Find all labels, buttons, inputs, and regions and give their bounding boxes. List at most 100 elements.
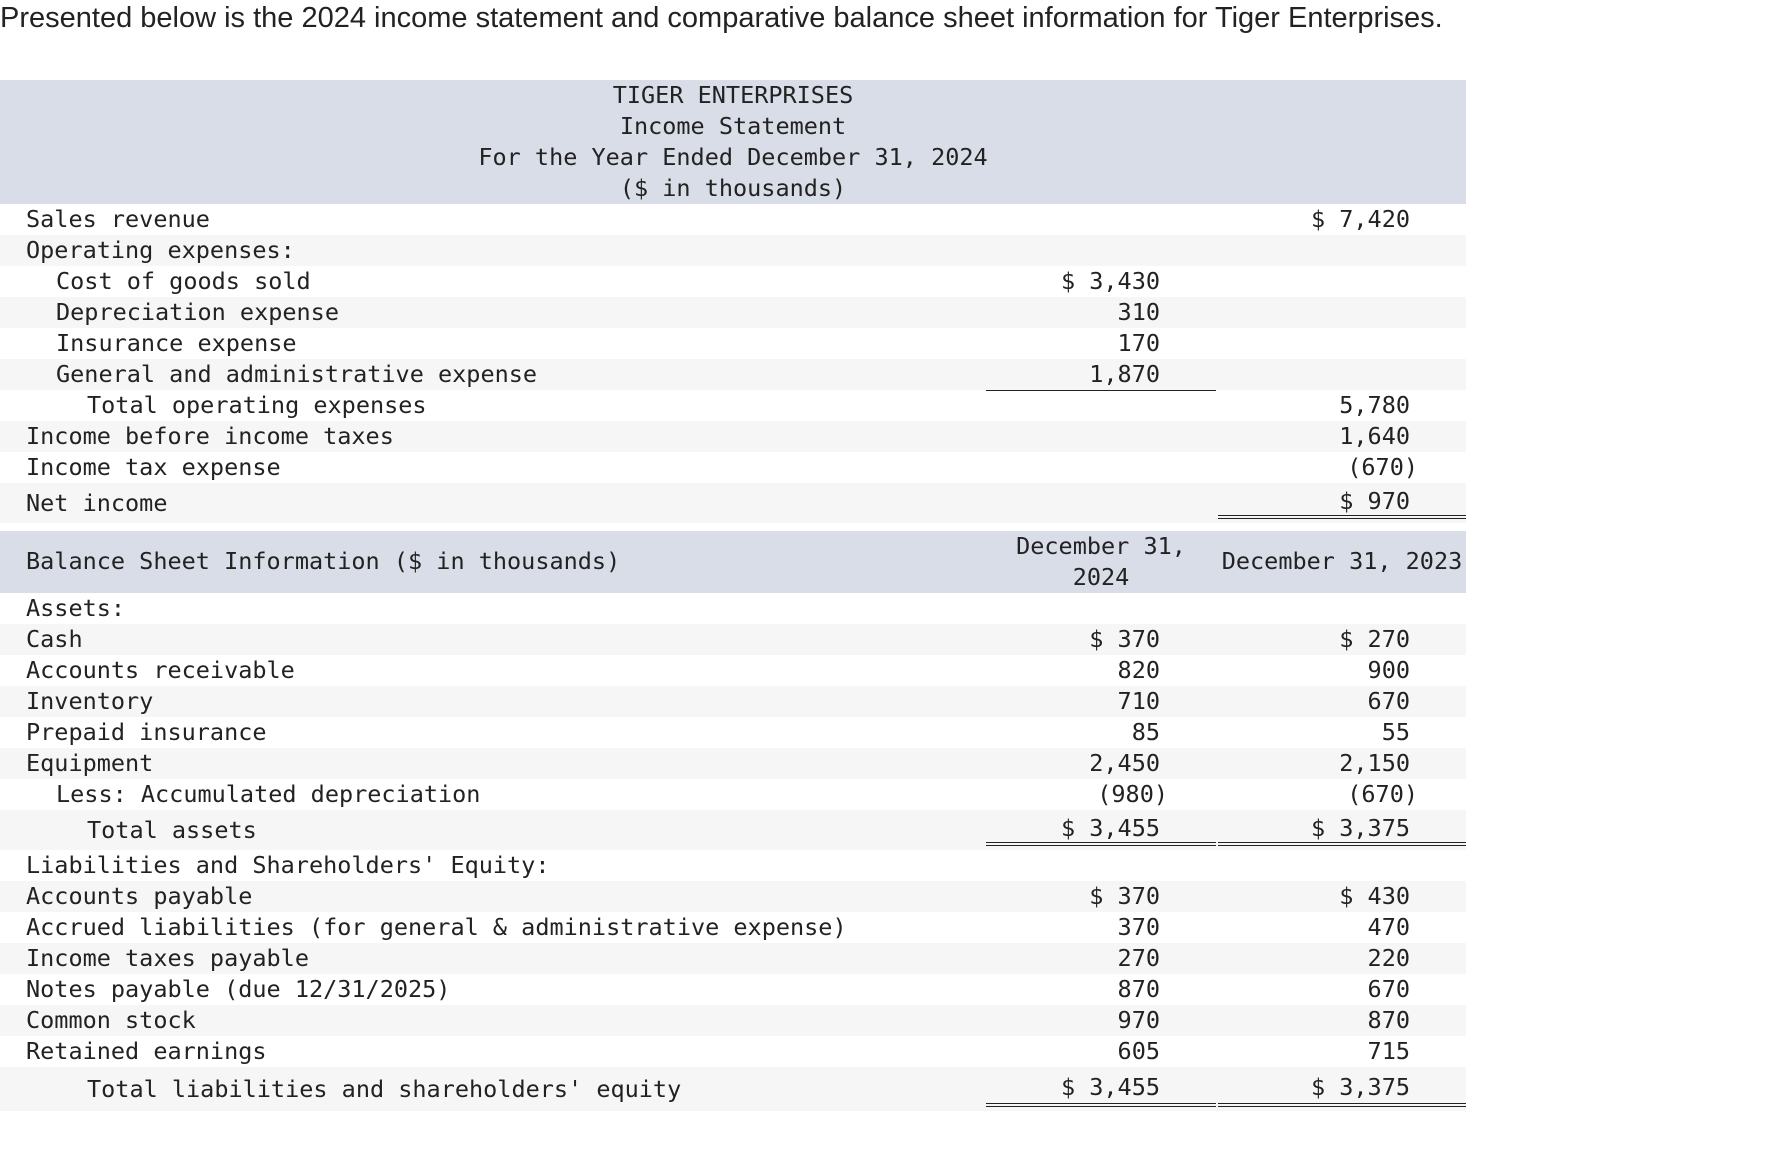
financial-statement: TIGER ENTERPRISES Income Statement For t… bbox=[0, 80, 1466, 1111]
value-2023: $ 270 bbox=[1339, 625, 1410, 653]
column-header-2023: December 31, 2023 bbox=[1221, 547, 1463, 575]
value-2023: 715 bbox=[1218, 1036, 1466, 1068]
row-value-total: $ 7,420 bbox=[1310, 205, 1410, 233]
row-label: Cash bbox=[26, 625, 83, 653]
is-row-net-income: Net income $ 970 bbox=[0, 483, 1466, 523]
is-row-general-admin: General and administrative expense 1,870 bbox=[0, 359, 1466, 391]
row-value-total: $ 970 bbox=[1218, 483, 1466, 519]
column-header-2024-line2: 2024 bbox=[1072, 563, 1130, 591]
row-label: Inventory bbox=[26, 687, 154, 715]
row-value-total: 1,640 bbox=[1339, 422, 1410, 450]
value-2023: $ 3,375 bbox=[1218, 810, 1466, 846]
bs-row-liabilities-heading: Liabilities and Shareholders' Equity: bbox=[0, 850, 1466, 881]
is-row-income-before-tax: Income before income taxes 1,640 bbox=[0, 421, 1466, 452]
bs-row-assets-heading: Assets: bbox=[0, 593, 1466, 624]
is-row-depreciation: Depreciation expense 310 bbox=[0, 297, 1466, 328]
row-label: Total operating expenses bbox=[87, 391, 427, 419]
bs-row-cash: Cash $ 370 $ 270 bbox=[0, 624, 1466, 655]
value-2024: 605 bbox=[986, 1036, 1216, 1068]
value-2024: 2,450 bbox=[1089, 749, 1160, 777]
bs-row-total-assets: Total assets $ 3,455 $ 3,375 bbox=[0, 810, 1466, 850]
row-label: Accounts receivable bbox=[26, 656, 295, 684]
value-2024: 85 bbox=[1131, 718, 1160, 746]
value-2023: 670 bbox=[1367, 975, 1410, 1003]
value-2023: 470 bbox=[1367, 913, 1410, 941]
value-2024: $ 370 bbox=[1089, 625, 1160, 653]
bs-row-inventory: Inventory 710 670 bbox=[0, 686, 1466, 717]
row-label: Prepaid insurance bbox=[26, 718, 267, 746]
bs-row-accumulated-depreciation: Less: Accumulated depreciation (980) (67… bbox=[0, 779, 1466, 811]
balance-sheet-title: Balance Sheet Information ($ in thousand… bbox=[26, 547, 621, 575]
row-value-detail: 170 bbox=[1117, 329, 1160, 357]
row-label: Common stock bbox=[26, 1006, 196, 1034]
is-row-operating-expenses: Operating expenses: bbox=[0, 235, 1466, 266]
row-value-detail: $ 3,430 bbox=[1060, 267, 1160, 295]
value-2024: 270 bbox=[1117, 944, 1160, 972]
bs-row-income-taxes-payable: Income taxes payable 270 220 bbox=[0, 943, 1466, 974]
value-2024: $ 370 bbox=[1089, 882, 1160, 910]
value-2024: $ 3,455 bbox=[986, 810, 1216, 846]
is-row-insurance: Insurance expense 170 bbox=[0, 328, 1466, 359]
statement-period: For the Year Ended December 31, 2024 bbox=[478, 143, 988, 171]
bs-row-accrued-liabilities: Accrued liabilities (for general & admin… bbox=[0, 912, 1466, 943]
row-label: General and administrative expense bbox=[56, 360, 538, 388]
is-row-total-operating: Total operating expenses 5,780 bbox=[0, 390, 1466, 422]
bs-row-common-stock: Common stock 970 870 bbox=[0, 1005, 1466, 1036]
row-label: Less: Accumulated depreciation bbox=[56, 780, 481, 808]
statement-title: Income Statement bbox=[619, 112, 847, 140]
company-name: TIGER ENTERPRISES bbox=[612, 81, 854, 109]
value-2023: 670 bbox=[1367, 687, 1410, 715]
row-label: Net income bbox=[26, 489, 168, 517]
bs-row-accounts-payable: Accounts payable $ 370 $ 430 bbox=[0, 881, 1466, 912]
row-label: Income tax expense bbox=[26, 453, 281, 481]
row-label: Insurance expense bbox=[56, 329, 297, 357]
row-value-detail: 310 bbox=[1117, 298, 1160, 326]
value-2024: 820 bbox=[1117, 656, 1160, 684]
statement-units: ($ in thousands) bbox=[619, 174, 847, 202]
row-value-total: (670) bbox=[1218, 452, 1466, 484]
row-label: Total assets bbox=[87, 816, 257, 844]
row-label: Notes payable (due 12/31/2025) bbox=[26, 975, 451, 1003]
bs-row-total-liabilities-equity: Total liabilities and shareholders' equi… bbox=[0, 1067, 1466, 1111]
income-statement-header: TIGER ENTERPRISES Income Statement For t… bbox=[0, 80, 1466, 204]
value-2024: (980) bbox=[986, 779, 1216, 811]
row-value-total: 5,780 bbox=[1218, 390, 1466, 422]
intro-text: Presented below is the 2024 income state… bbox=[0, 2, 1443, 34]
row-label: Accounts payable bbox=[26, 882, 253, 910]
bs-row-prepaid-insurance: Prepaid insurance 85 55 bbox=[0, 717, 1466, 748]
value-2024: 970 bbox=[1117, 1006, 1160, 1034]
value-2024: $ 3,455 bbox=[986, 1067, 1216, 1107]
is-row-sales-revenue: Sales revenue $ 7,420 bbox=[0, 204, 1466, 235]
bs-row-retained-earnings: Retained earnings 605 715 bbox=[0, 1036, 1466, 1068]
row-label: Income before income taxes bbox=[26, 422, 394, 450]
column-header-2024-line1: December 31, bbox=[1016, 532, 1186, 560]
row-label: Sales revenue bbox=[26, 205, 210, 233]
value-2023: 2,150 bbox=[1339, 749, 1410, 777]
value-2023: $ 3,375 bbox=[1218, 1067, 1466, 1107]
value-2023: (670) bbox=[1218, 779, 1466, 811]
balance-sheet-header: Balance Sheet Information ($ in thousand… bbox=[0, 531, 1466, 593]
bs-row-notes-payable: Notes payable (due 12/31/2025) 870 670 bbox=[0, 974, 1466, 1005]
value-2024: 710 bbox=[1117, 687, 1160, 715]
value-2023: 900 bbox=[1367, 656, 1410, 684]
row-label: Income taxes payable bbox=[26, 944, 309, 972]
bs-row-equipment: Equipment 2,450 2,150 bbox=[0, 748, 1466, 779]
row-value-detail: 1,870 bbox=[986, 359, 1216, 391]
is-row-income-tax: Income tax expense (670) bbox=[0, 452, 1466, 484]
row-label: Cost of goods sold bbox=[56, 267, 311, 295]
value-2023: 55 bbox=[1381, 718, 1410, 746]
row-label: Assets: bbox=[26, 594, 126, 622]
value-2024: 870 bbox=[1117, 975, 1160, 1003]
row-label: Total liabilities and shareholders' equi… bbox=[87, 1075, 682, 1103]
row-label: Equipment bbox=[26, 749, 154, 777]
row-label: Liabilities and Shareholders' Equity: bbox=[26, 851, 550, 879]
value-2023: 870 bbox=[1367, 1006, 1410, 1034]
value-2024: 370 bbox=[1117, 913, 1160, 941]
row-label: Accrued liabilities (for general & admin… bbox=[26, 913, 847, 941]
value-2023: 220 bbox=[1367, 944, 1410, 972]
is-row-cogs: Cost of goods sold $ 3,430 bbox=[0, 266, 1466, 297]
row-label: Operating expenses: bbox=[26, 236, 295, 264]
row-label: Depreciation expense bbox=[56, 298, 339, 326]
value-2023: $ 430 bbox=[1339, 882, 1410, 910]
bs-row-accounts-receivable: Accounts receivable 820 900 bbox=[0, 655, 1466, 686]
